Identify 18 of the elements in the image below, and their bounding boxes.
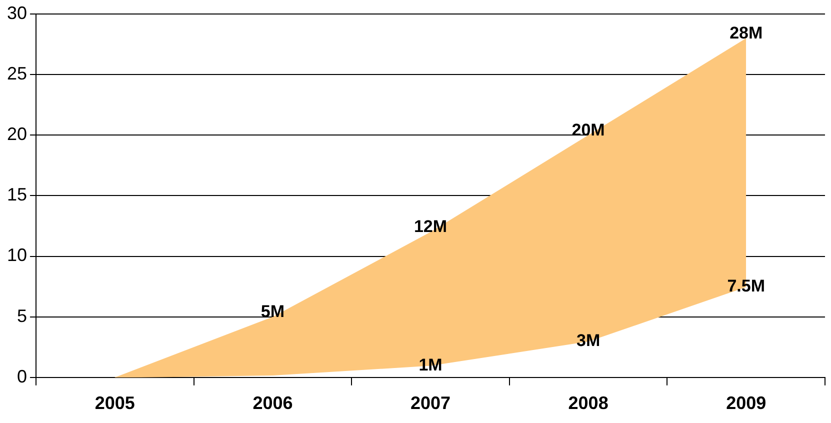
data-label: 1M: [418, 355, 442, 374]
y-tick-label: 25: [6, 64, 28, 84]
y-tick-label: 20: [6, 124, 28, 144]
data-label: 7.5M: [727, 276, 765, 296]
y-tick-label: 15: [6, 184, 28, 205]
data-label: 28M: [730, 23, 763, 42]
data-label: 5M: [260, 302, 285, 322]
x-tick-label: 2006: [252, 393, 293, 414]
data-label: 3M: [576, 331, 600, 350]
x-tick-label: 2005: [94, 393, 135, 414]
y-tick-label: 0: [17, 366, 28, 386]
data-label: 12M: [414, 217, 448, 236]
y-tick-label: 5: [17, 306, 28, 326]
y-tick-label: 30: [6, 2, 28, 23]
x-tick-label: 2008: [568, 393, 608, 414]
y-tick-label: 10: [6, 245, 28, 266]
x-tick-label: 2009: [726, 393, 766, 414]
x-tick-label: 2007: [410, 393, 451, 414]
